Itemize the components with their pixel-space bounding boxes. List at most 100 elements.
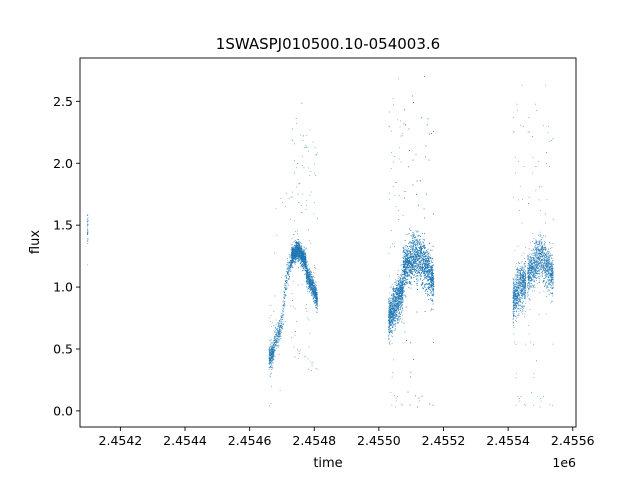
data-point xyxy=(270,357,272,359)
data-point xyxy=(272,351,274,352)
data-point xyxy=(304,265,305,267)
data-point xyxy=(402,289,404,290)
data-point xyxy=(399,293,401,295)
data-point xyxy=(393,290,394,291)
data-point xyxy=(302,260,304,262)
data-point xyxy=(280,324,282,326)
data-point xyxy=(314,300,316,302)
data-point xyxy=(392,308,393,310)
data-point xyxy=(272,359,273,361)
data-point xyxy=(303,252,305,254)
data-point xyxy=(280,326,281,328)
data-point xyxy=(389,340,391,342)
data-point xyxy=(397,119,398,121)
data-point xyxy=(401,292,403,293)
data-point xyxy=(306,281,307,282)
data-point xyxy=(402,273,404,275)
data-point xyxy=(389,311,391,313)
data-point xyxy=(274,350,275,352)
data-point xyxy=(311,274,313,276)
data-point xyxy=(274,344,276,346)
data-point xyxy=(302,261,304,263)
data-point xyxy=(392,295,394,297)
data-point xyxy=(394,328,396,329)
data-point xyxy=(306,146,307,148)
data-point xyxy=(309,271,311,273)
data-point xyxy=(296,321,297,323)
data-point xyxy=(396,312,397,313)
data-point xyxy=(271,355,273,357)
data-point xyxy=(313,287,314,289)
data-point xyxy=(389,313,391,315)
data-point xyxy=(314,292,316,293)
data-point xyxy=(316,296,318,297)
data-point xyxy=(306,276,308,277)
data-point xyxy=(295,250,297,251)
data-point xyxy=(291,260,293,262)
data-point xyxy=(310,170,312,172)
data-point xyxy=(285,294,286,295)
data-point xyxy=(301,253,303,254)
data-point xyxy=(395,309,397,311)
data-point xyxy=(393,319,395,320)
data-point xyxy=(271,351,273,353)
data-point xyxy=(314,302,315,304)
data-point xyxy=(288,284,289,286)
data-point xyxy=(393,311,395,313)
data-point xyxy=(291,260,293,262)
data-point xyxy=(275,319,277,321)
data-point xyxy=(400,288,402,290)
data-point xyxy=(306,283,307,285)
data-point xyxy=(389,309,391,311)
data-point xyxy=(316,300,318,302)
data-point xyxy=(312,293,313,295)
data-point xyxy=(297,257,299,259)
data-point xyxy=(396,302,398,304)
data-point xyxy=(398,78,400,80)
data-point xyxy=(311,191,312,193)
data-point xyxy=(393,310,395,311)
data-point xyxy=(393,295,395,297)
data-point xyxy=(308,279,310,280)
data-point xyxy=(303,253,305,255)
data-point xyxy=(291,252,293,254)
data-point xyxy=(279,327,280,328)
data-point xyxy=(393,306,395,307)
data-point xyxy=(305,261,307,262)
data-point xyxy=(311,282,313,284)
data-point xyxy=(389,325,390,327)
data-point xyxy=(389,311,390,312)
data-point xyxy=(283,299,285,301)
data-point xyxy=(277,336,279,338)
data-point xyxy=(305,271,307,273)
data-point xyxy=(294,261,296,263)
data-point xyxy=(400,304,401,306)
data-point xyxy=(310,242,312,244)
data-point xyxy=(389,300,390,302)
data-point xyxy=(272,367,273,368)
data-point xyxy=(394,305,395,306)
data-point xyxy=(87,240,89,241)
data-point xyxy=(392,306,394,307)
data-point xyxy=(314,287,315,289)
data-point xyxy=(276,234,278,236)
data-point xyxy=(390,314,392,315)
data-point xyxy=(398,210,399,211)
data-point xyxy=(281,316,283,318)
data-point xyxy=(304,259,305,260)
data-point xyxy=(292,260,294,262)
data-point xyxy=(397,289,399,291)
data-point xyxy=(292,191,293,193)
data-point xyxy=(302,253,303,255)
data-point xyxy=(401,321,403,323)
data-point xyxy=(294,259,296,261)
data-point xyxy=(388,307,390,309)
data-point xyxy=(307,358,309,360)
data-point xyxy=(392,301,394,303)
data-point xyxy=(274,337,276,339)
data-point xyxy=(305,265,307,267)
data-point xyxy=(278,326,279,327)
data-point xyxy=(390,302,391,304)
data-point xyxy=(302,254,304,256)
data-point xyxy=(389,304,391,306)
